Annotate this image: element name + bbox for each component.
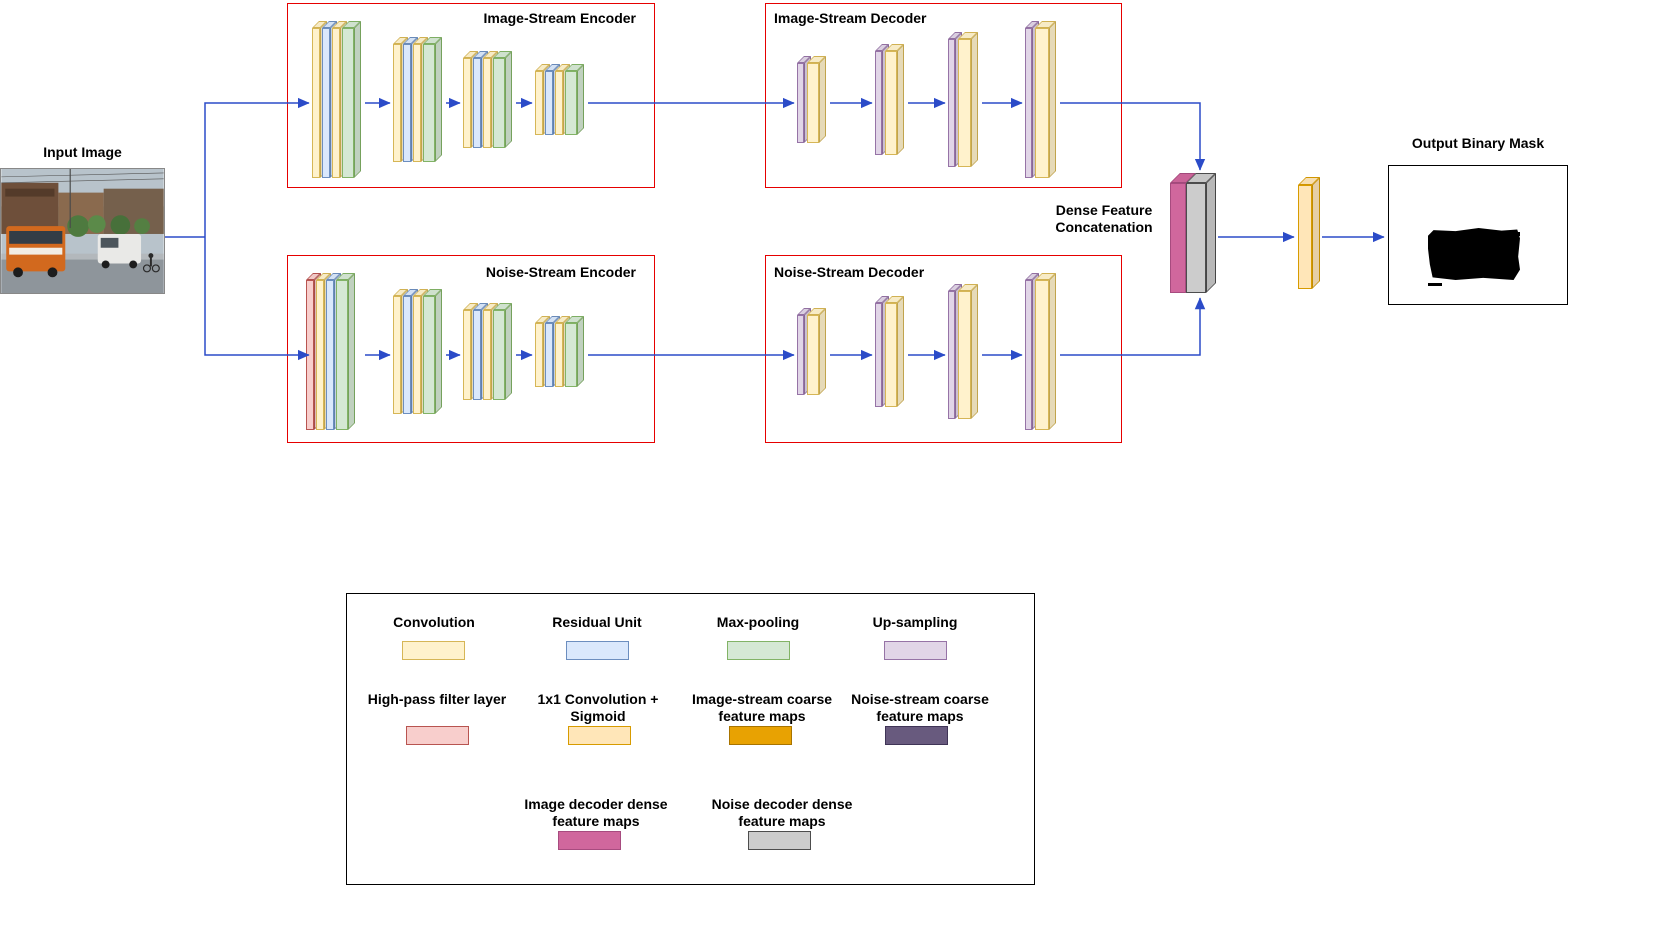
upsample-layer — [1025, 280, 1032, 430]
upsample-layer — [875, 303, 882, 407]
legend-label-image-stream-coarse: Image-stream coarse feature maps — [691, 691, 833, 724]
maxpool-layer — [342, 28, 354, 178]
legend-swatch-high-pass-filter — [406, 726, 469, 745]
legend-swatch-1x1-conv-sigmoid — [568, 726, 631, 745]
conv-layer — [393, 296, 401, 414]
conv-layer — [807, 315, 819, 395]
legend-swatch-image-decoder-dense — [558, 831, 621, 850]
legend-label-convolution: Convolution — [393, 614, 475, 630]
maxpool-layer — [493, 310, 505, 400]
input-image-label: Input Image — [43, 144, 122, 160]
legend-box: Convolution Residual Unit Max-pooling Up… — [346, 593, 1035, 885]
conv-layer — [1035, 280, 1049, 430]
conv-layer — [958, 291, 971, 419]
legend-swatch-residual-unit — [566, 641, 629, 660]
image-dense-feature-block — [1170, 183, 1186, 293]
residual-layer — [326, 280, 334, 430]
maxpool-layer — [423, 44, 435, 162]
sigmoid-conv-layer — [1298, 185, 1312, 289]
upsample-layer — [797, 63, 804, 143]
dense-feature-concatenation-label: Dense Feature Concatenation — [1055, 202, 1153, 235]
image-stream-decoder-box: Image-Stream Decoder — [765, 3, 1122, 188]
upsample-layer — [875, 51, 882, 155]
legend-swatch-noise-stream-coarse — [885, 726, 948, 745]
legend-swatch-max-pooling — [727, 641, 790, 660]
conv-layer — [316, 280, 324, 430]
legend-label-1x1-conv-sigmoid: 1x1 Convolution + Sigmoid — [537, 691, 659, 724]
conv-layer — [483, 58, 491, 148]
conv-layer — [312, 28, 320, 178]
conv-layer — [463, 310, 471, 400]
conv-layer — [1035, 28, 1049, 178]
maxpool-layer — [493, 58, 505, 148]
legend-label-high-pass-filter: High-pass filter layer — [367, 691, 507, 707]
residual-layer — [403, 296, 411, 414]
output-binary-mask — [1388, 165, 1568, 305]
legend-swatch-up-sampling — [884, 641, 947, 660]
maxpool-layer — [336, 280, 348, 430]
legend-swatch-noise-decoder-dense — [748, 831, 811, 850]
legend-label-image-decoder-dense: Image decoder dense feature maps — [524, 796, 668, 829]
legend-label-up-sampling: Up-sampling — [872, 614, 958, 630]
conv-layer — [535, 323, 543, 387]
conv-layer — [332, 28, 340, 178]
maxpool-layer — [423, 296, 435, 414]
mask-blob — [1428, 228, 1520, 280]
mask-speck — [1513, 232, 1520, 236]
conv-layer — [958, 39, 971, 167]
image-stream-encoder-title: Image-Stream Encoder — [483, 10, 637, 26]
legend-swatch-convolution — [402, 641, 465, 660]
conv-layer — [885, 303, 897, 407]
upsample-layer — [1025, 28, 1032, 178]
conv-layer — [413, 296, 421, 414]
maxpool-layer — [565, 323, 577, 387]
mask-speck — [1505, 267, 1514, 272]
legend-label-noise-decoder-dense: Noise decoder dense feature maps — [711, 796, 853, 829]
conv-layer — [555, 71, 563, 135]
highpass-layer — [306, 280, 314, 430]
noise-stream-encoder-title: Noise-Stream Encoder — [485, 264, 636, 280]
legend-label-max-pooling: Max-pooling — [716, 614, 800, 630]
image-stream-decoder-title: Image-Stream Decoder — [774, 10, 927, 26]
upsample-layer — [797, 315, 804, 395]
residual-layer — [545, 71, 553, 135]
input-image-photo — [0, 168, 165, 294]
conv-layer — [885, 51, 897, 155]
conv-layer — [535, 71, 543, 135]
residual-layer — [403, 44, 411, 162]
noise-stream-decoder-title: Noise-Stream Decoder — [774, 264, 925, 280]
output-mask-label: Output Binary Mask — [1411, 135, 1545, 151]
legend-label-noise-stream-coarse: Noise-stream coarse feature maps — [851, 691, 989, 724]
residual-layer — [473, 310, 481, 400]
upsample-layer — [948, 39, 955, 167]
legend-swatch-image-stream-coarse — [729, 726, 792, 745]
mask-speck — [1428, 283, 1442, 286]
conv-layer — [555, 323, 563, 387]
conv-layer — [807, 63, 819, 143]
residual-layer — [322, 28, 330, 178]
conv-layer — [413, 44, 421, 162]
noise-dense-feature-block — [1186, 183, 1206, 293]
conv-layer — [483, 310, 491, 400]
residual-layer — [545, 323, 553, 387]
legend-label-residual-unit: Residual Unit — [552, 614, 642, 630]
maxpool-layer — [565, 71, 577, 135]
residual-layer — [473, 58, 481, 148]
upsample-layer — [948, 291, 955, 419]
image-stream-encoder-box: Image-Stream Encoder — [287, 3, 655, 188]
conv-layer — [463, 58, 471, 148]
conv-layer — [393, 44, 401, 162]
